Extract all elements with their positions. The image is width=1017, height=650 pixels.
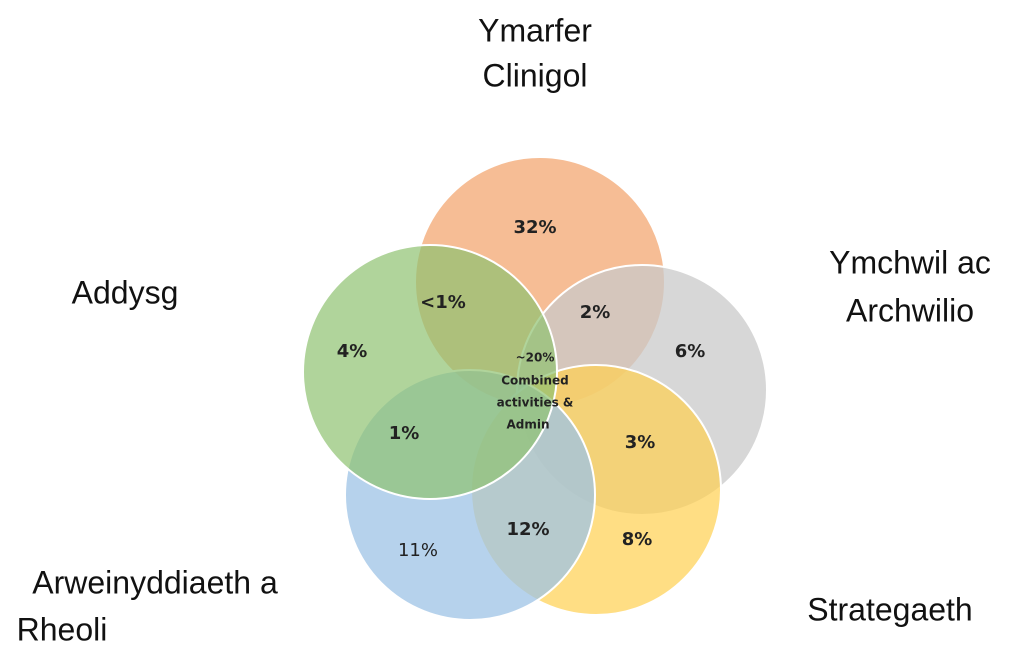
set-label: Addysg bbox=[72, 274, 179, 310]
region-label: 8% bbox=[622, 529, 653, 550]
set-label: Arweinyddiaeth a bbox=[32, 564, 278, 600]
set-label: Archwilio bbox=[846, 292, 974, 328]
set-label: Strategaeth bbox=[807, 591, 972, 627]
region-label: 4% bbox=[337, 341, 368, 362]
region-label: 12% bbox=[506, 519, 549, 540]
region-label: 2% bbox=[580, 302, 611, 323]
center-label: activities & bbox=[497, 396, 574, 410]
center-label: ~20% bbox=[516, 351, 555, 365]
center-label: Combined bbox=[501, 374, 569, 388]
set-label: Ymchwil ac bbox=[829, 244, 991, 280]
set-label: Ymarfer bbox=[478, 12, 592, 48]
region-label: 6% bbox=[675, 341, 706, 362]
region-label: 11% bbox=[398, 540, 438, 561]
region-label: 3% bbox=[625, 432, 656, 453]
region-label: 32% bbox=[513, 217, 556, 238]
region-label: 1% bbox=[389, 423, 420, 444]
set-label: Clinigol bbox=[483, 57, 588, 93]
set-circle bbox=[302, 244, 558, 500]
region-label: <1% bbox=[420, 292, 466, 313]
set-label: Rheoli bbox=[17, 611, 108, 647]
center-label: Admin bbox=[506, 418, 549, 432]
